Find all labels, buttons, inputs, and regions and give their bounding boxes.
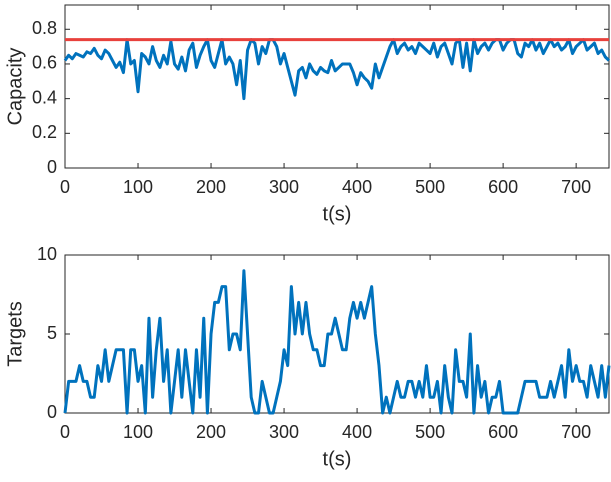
- x-tick-label: 700: [561, 177, 591, 197]
- x-tick-label: 400: [342, 177, 372, 197]
- x-tick-label: 700: [561, 422, 591, 442]
- y-axis-label: Targets: [4, 301, 26, 367]
- y-tick-label: 0.2: [32, 122, 57, 142]
- x-tick-label: 300: [269, 177, 299, 197]
- y-tick-label: 10: [37, 244, 57, 264]
- x-tick-label: 100: [123, 422, 153, 442]
- x-tick-label: 500: [415, 177, 445, 197]
- x-tick-label: 500: [415, 422, 445, 442]
- y-tick-label: 0.4: [32, 87, 57, 107]
- x-tick-label: 0: [60, 177, 70, 197]
- axes-box: [64, 4, 610, 169]
- x-tick-label: 400: [342, 422, 372, 442]
- x-tick-label: 0: [60, 422, 70, 442]
- data-line: [63, 38, 611, 101]
- x-axis-label: t(s): [323, 203, 352, 225]
- y-tick-label: 0.8: [32, 18, 57, 38]
- y-tick-label: 5: [47, 323, 57, 343]
- y-tick-label: 0.6: [32, 53, 57, 73]
- x-tick-label: 200: [196, 422, 226, 442]
- axes-box: [64, 254, 610, 414]
- x-axis-label: t(s): [323, 448, 352, 470]
- x-tick-label: 600: [488, 422, 518, 442]
- x-tick-label: 100: [123, 177, 153, 197]
- y-tick-label: 0: [47, 157, 57, 177]
- y-axis-label: Capacity: [4, 48, 26, 126]
- x-tick-label: 300: [269, 422, 299, 442]
- x-tick-label: 200: [196, 177, 226, 197]
- x-tick-label: 600: [488, 177, 518, 197]
- y-tick-label: 0: [47, 402, 57, 422]
- data-line: [63, 269, 611, 415]
